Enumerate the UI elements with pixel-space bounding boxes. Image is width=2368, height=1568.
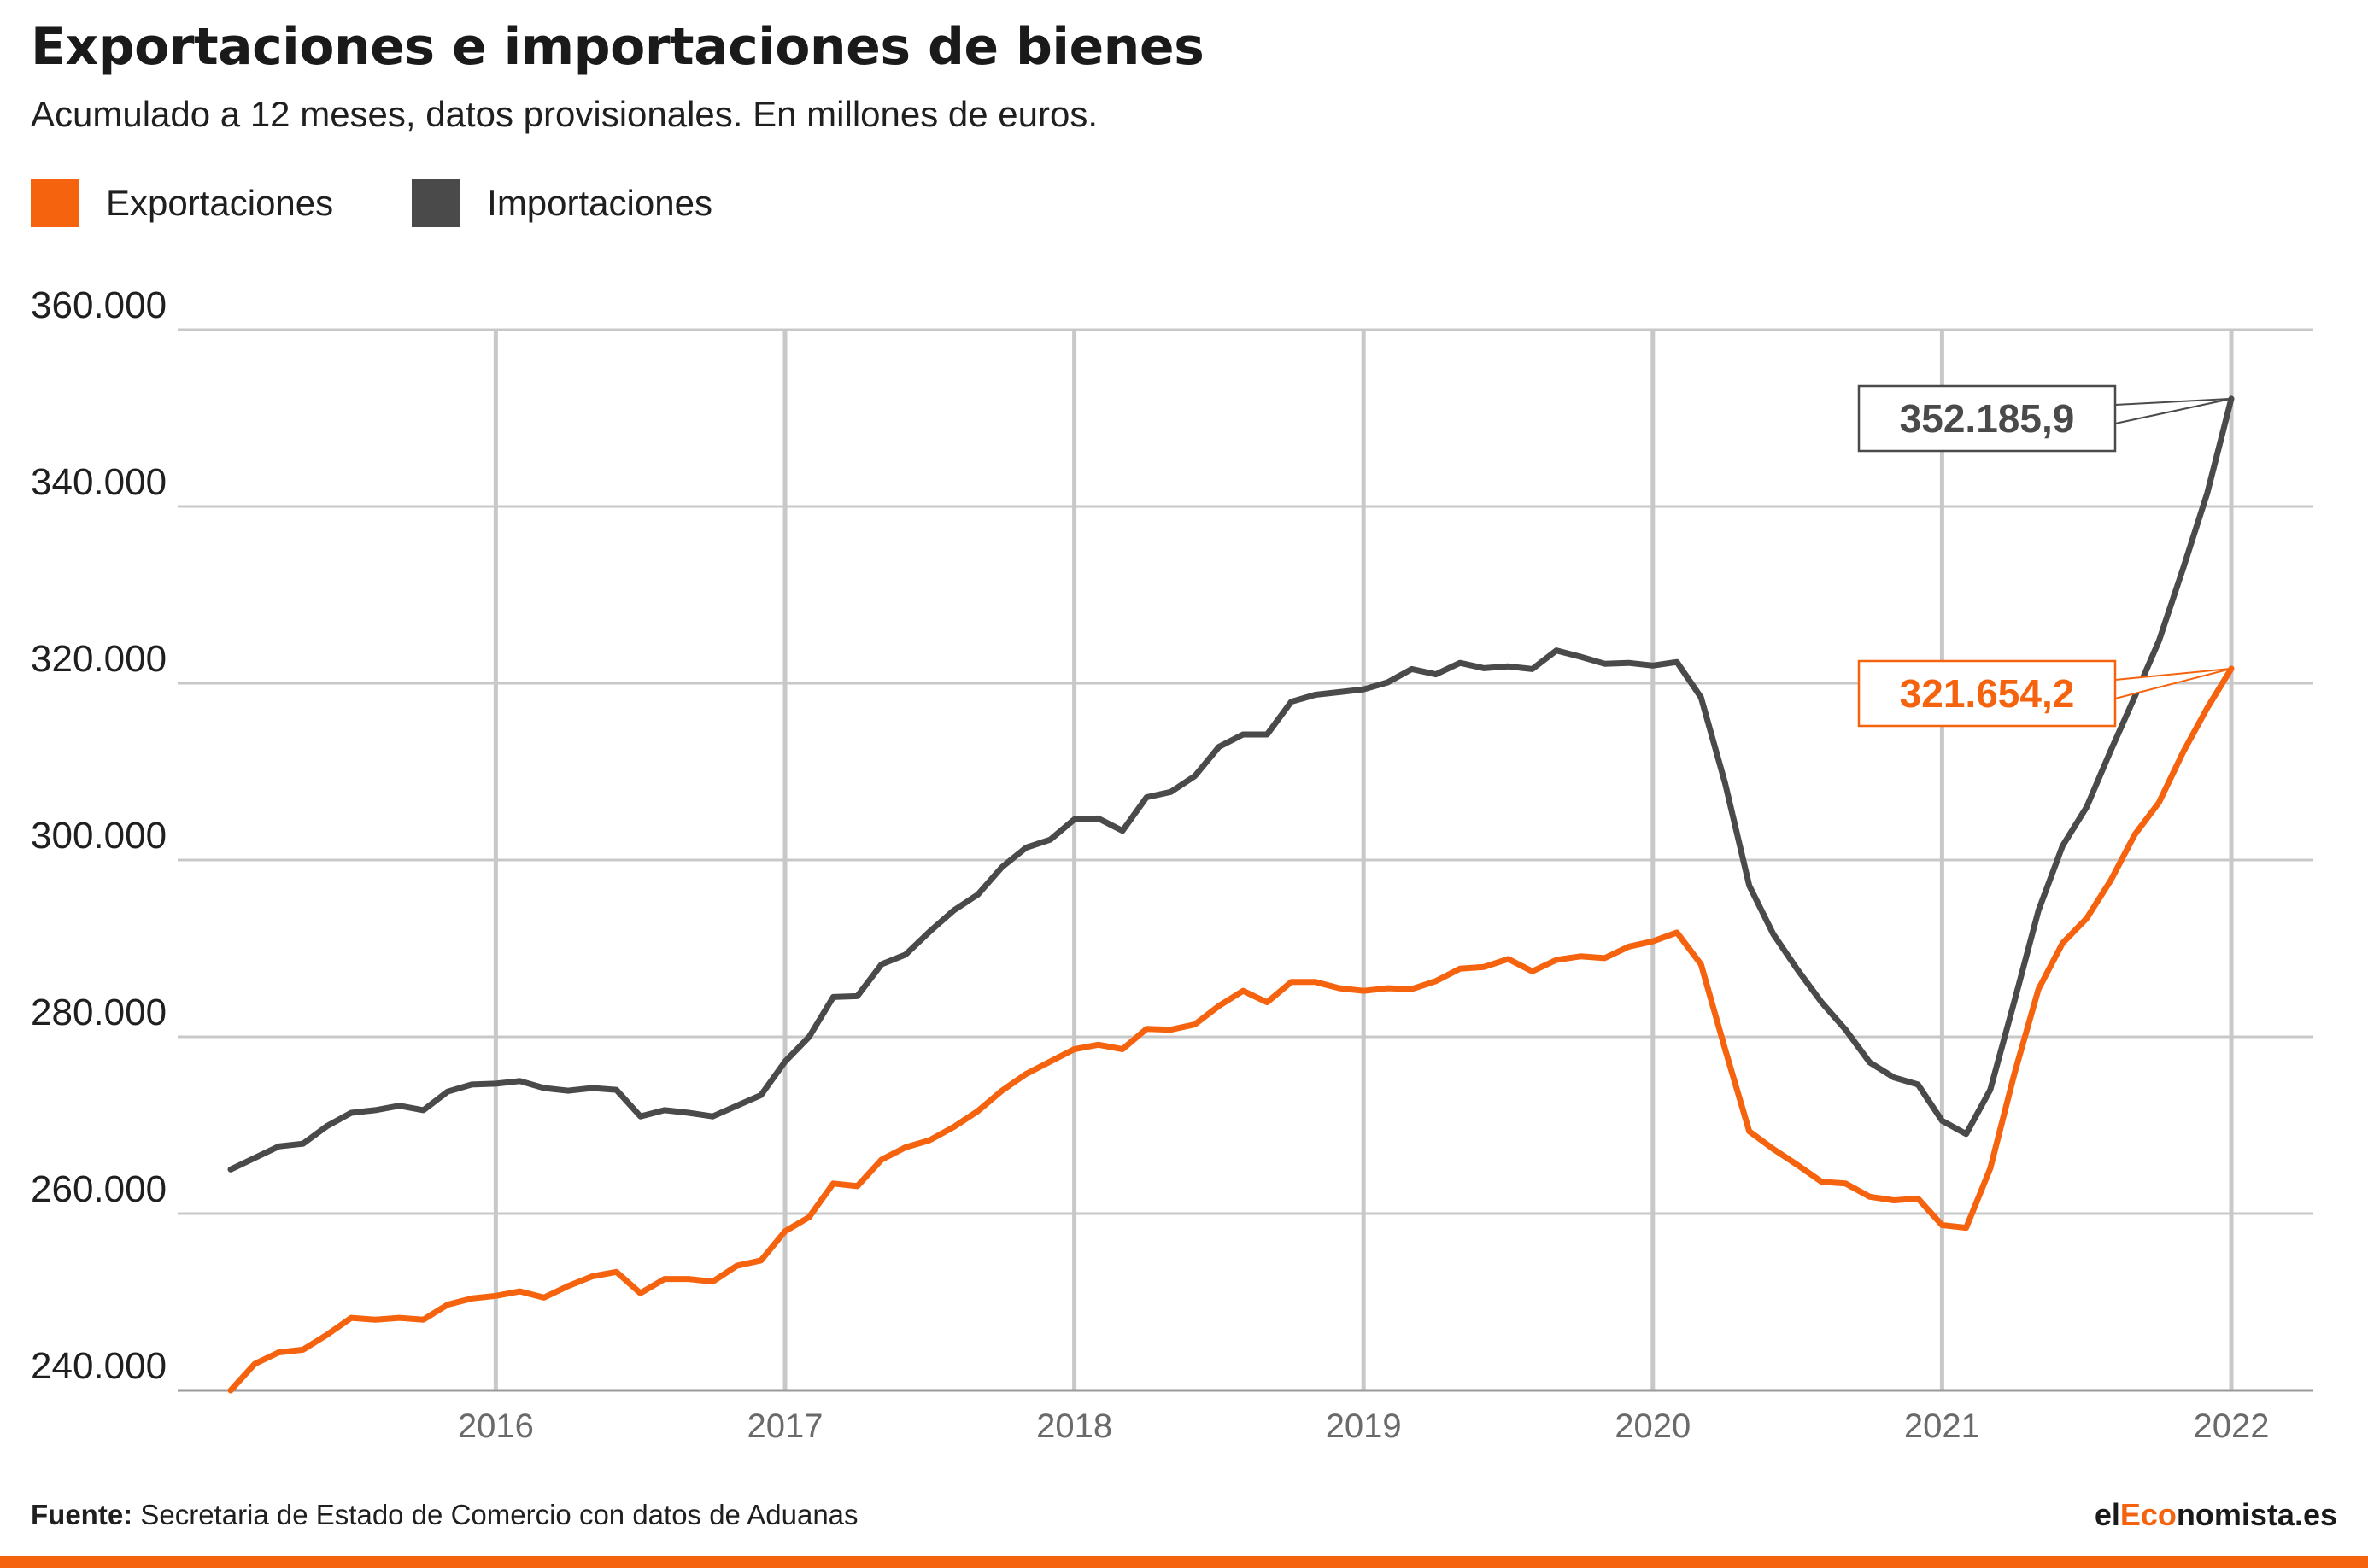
x-tick-label: 2022 <box>2194 1407 2270 1445</box>
legend: Exportaciones Importaciones <box>31 179 791 227</box>
legend-label-imports: Importaciones <box>487 183 712 223</box>
exports-line <box>227 665 2235 1394</box>
chart-title: Exportaciones e importaciones de bienes <box>31 17 1205 77</box>
imports-end-label-box <box>1857 384 2117 453</box>
line-chart: 240.000 260.000 280.000 300.000 320.000 340.0… <box>31 284 2313 1445</box>
y-tick-label: 340.000 <box>31 461 167 503</box>
imports-line <box>227 395 2235 1173</box>
x-tick-label: 2020 <box>1615 1407 1691 1445</box>
legend-item-imports: Importaciones <box>412 179 712 227</box>
imports-end-label: 352.185,9 <box>1900 396 2075 441</box>
x-tick-label: 2021 <box>1904 1407 1980 1445</box>
brand-accent: Eco <box>2119 1497 2177 1532</box>
bottom-accent-bar <box>0 1556 2368 1568</box>
imports-swatch <box>412 179 460 227</box>
legend-label-exports: Exportaciones <box>106 183 334 223</box>
y-tick-label: 280.000 <box>31 992 167 1033</box>
brand-prefix: el <box>2094 1497 2120 1532</box>
y-tick-label: 260.000 <box>31 1168 167 1210</box>
brand-suffix: nomista.es <box>2176 1497 2337 1532</box>
y-tick-label: 320.000 <box>31 638 167 680</box>
x-tick-label: 2018 <box>1036 1407 1112 1445</box>
x-tick-label: 2016 <box>458 1407 534 1445</box>
exports-end-label-box <box>1857 659 2117 728</box>
chart-subtitle: Acumulado a 12 meses, datos provisionale… <box>31 94 1099 134</box>
exports-swatch <box>31 179 79 227</box>
imports-end-label-pointer <box>2114 397 2232 425</box>
exports-end-label: 321.654,2 <box>1900 671 2075 716</box>
legend-item-exports: Exportaciones <box>31 179 333 227</box>
x-tick-label: 2019 <box>1326 1407 1402 1445</box>
source-note: Fuente: Secretaria de Estado de Comercio… <box>31 1499 859 1531</box>
brand-logo[interactable]: elEconomista.es <box>2095 1497 2337 1533</box>
y-tick-label: 300.000 <box>31 815 167 857</box>
source-label: Fuente: <box>31 1499 133 1530</box>
y-tick-label: 240.000 <box>31 1345 167 1387</box>
source-text: Secretaria de Estado de Comercio con dat… <box>140 1499 859 1530</box>
x-tick-label: 2017 <box>747 1407 823 1445</box>
y-tick-label: 360.000 <box>31 284 167 326</box>
